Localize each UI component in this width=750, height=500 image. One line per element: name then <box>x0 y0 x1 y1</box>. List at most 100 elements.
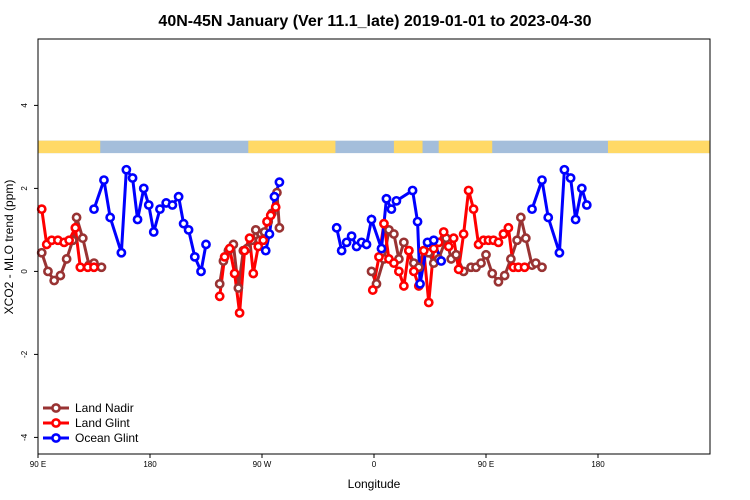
data-point <box>49 275 60 286</box>
y-axis: -4 -2 0 2 4 <box>20 103 38 441</box>
legend-label: Ocean Glint <box>75 431 139 445</box>
data-point <box>189 251 200 262</box>
data-point <box>89 204 99 215</box>
x-tick-label: 180 <box>143 460 157 469</box>
data-point <box>393 266 404 277</box>
data-point <box>379 218 389 229</box>
data-point <box>61 254 72 264</box>
data-point <box>493 237 504 248</box>
x-tick-label: 0 <box>372 460 377 469</box>
legend-label: Land Glint <box>75 416 130 430</box>
y-axis-label: XCO2 - MLO trend (ppm) <box>2 180 16 315</box>
data-point <box>331 222 342 233</box>
data-point <box>448 233 459 244</box>
data-point <box>389 229 399 239</box>
data-point <box>229 268 240 279</box>
data-point <box>565 173 576 183</box>
land-ocean-strip <box>38 140 710 154</box>
data-point <box>148 227 159 237</box>
data-point <box>36 204 47 215</box>
data-point <box>423 297 434 308</box>
data-point <box>250 224 261 235</box>
data-point <box>89 262 99 273</box>
data-point <box>519 262 530 273</box>
data-point <box>264 229 275 239</box>
data-point <box>451 249 462 260</box>
data-point <box>407 185 418 196</box>
data-point <box>374 251 384 262</box>
data-point <box>493 276 504 287</box>
data-point <box>75 262 86 273</box>
data-point <box>376 243 387 254</box>
plot-area <box>36 38 711 455</box>
x-axis-label: Longitude <box>348 477 401 491</box>
data-point <box>36 247 47 258</box>
data-point <box>178 218 189 229</box>
data-point <box>201 239 211 250</box>
legend-label: Land Nadir <box>75 401 134 415</box>
data-point <box>398 281 409 291</box>
data-point <box>260 245 271 256</box>
y-tick-label: 4 <box>20 103 29 108</box>
data-point <box>505 254 516 264</box>
data-point <box>270 202 281 212</box>
data-point <box>196 266 206 277</box>
data-point <box>138 183 149 194</box>
data-point <box>366 266 377 277</box>
data-point <box>527 204 537 215</box>
data-point <box>265 210 276 221</box>
data-point <box>224 243 235 254</box>
data-point <box>71 212 82 223</box>
data-point <box>537 175 547 185</box>
data-point <box>173 191 184 202</box>
y-tick-label: 2 <box>20 186 29 191</box>
data-point <box>458 229 469 239</box>
legend-marker <box>51 433 61 443</box>
x-axis: 90 E 180 90 W 0 90 E 180 <box>30 454 605 469</box>
x-tick-label: 90 E <box>478 460 494 469</box>
data-point <box>436 256 447 266</box>
data-point <box>381 193 392 204</box>
data-point <box>515 212 526 223</box>
data-point <box>512 235 523 246</box>
data-point <box>55 270 66 281</box>
data-point <box>336 245 347 256</box>
data-point <box>389 258 399 268</box>
data-point <box>341 237 352 248</box>
data-point <box>253 241 264 252</box>
data-point <box>428 235 439 246</box>
data-point <box>418 245 429 256</box>
data-point <box>127 173 138 183</box>
data-point <box>403 245 414 256</box>
data-point <box>367 285 378 295</box>
data-point <box>415 278 425 289</box>
data-point <box>99 175 109 185</box>
x-tick-label: 90 E <box>30 460 46 469</box>
data-point <box>412 216 423 227</box>
data-point <box>468 204 479 215</box>
data-point <box>554 247 565 258</box>
chart-title: 40N-45N January (Ver 11.1_late) 2019-01-… <box>158 13 591 30</box>
land-band <box>393 140 423 154</box>
ocean-band <box>38 140 710 154</box>
data-point <box>530 258 541 268</box>
data-point <box>499 270 510 281</box>
data-point <box>214 291 225 302</box>
series-points <box>36 164 592 318</box>
data-point <box>570 214 581 225</box>
land-band <box>38 140 101 154</box>
data-point <box>463 185 474 196</box>
data-point <box>398 237 409 248</box>
data-point <box>248 268 259 279</box>
data-point <box>233 283 244 293</box>
series-lines <box>40 165 589 314</box>
data-point <box>274 177 285 188</box>
data-point <box>269 191 280 202</box>
data-point <box>43 266 53 277</box>
data-point <box>361 239 372 250</box>
data-point <box>183 224 194 235</box>
data-point <box>96 262 107 273</box>
data-point <box>239 245 250 256</box>
data-point <box>70 222 81 233</box>
